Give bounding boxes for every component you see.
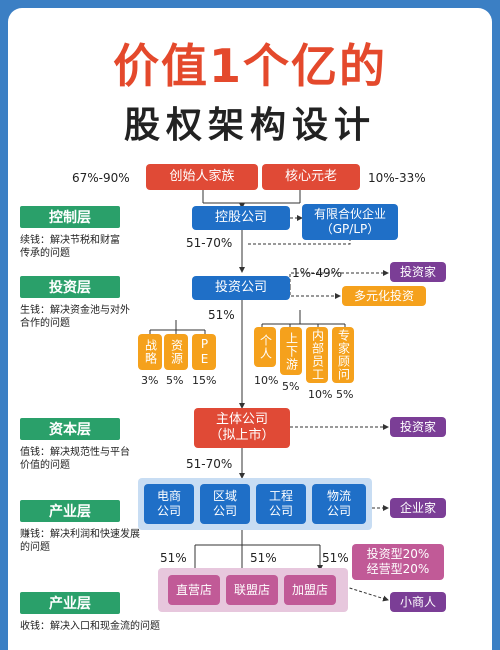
layer-industry-label: 产业层 xyxy=(20,500,120,522)
layer-control-desc: 续钱：解决节税和财富 传承的问题 xyxy=(20,235,120,259)
external-share-pct: 1%-49% xyxy=(292,266,343,280)
title-line1: 价值1个亿的 xyxy=(112,39,387,93)
core-veterans-box: 核心元老 xyxy=(262,164,360,190)
gp-lp-box: 有限合伙企业 （GP/LP） xyxy=(302,204,398,240)
main-company-box: 主体公司 （拟上市） xyxy=(194,408,290,448)
engineering-company-box: 工程 公司 xyxy=(256,484,306,524)
core-share-pct: 10%-33% xyxy=(368,171,426,185)
employees-box: 内部员工 xyxy=(306,327,328,383)
investment-company-box: 投资公司 xyxy=(192,276,290,300)
franchise-store-box: 加盟店 xyxy=(284,575,336,605)
individual-pct: 10% xyxy=(254,374,279,387)
strategy-box: 战略 xyxy=(138,334,162,370)
upstream-pct: 5% xyxy=(282,380,300,393)
founder-family-box: 创始人家族 xyxy=(146,164,258,190)
main-share-pct: 51-70% xyxy=(186,457,233,471)
pe-box: PE xyxy=(192,334,216,370)
layer-capital-label: 资本层 xyxy=(20,418,120,440)
founder-share-pct: 67%-90% xyxy=(72,171,130,185)
store-share-note: 投资型20% 经营型20% xyxy=(352,544,444,580)
layer-control-label: 控制层 xyxy=(20,206,120,228)
pe-pct: 15% xyxy=(192,374,217,387)
regional-company-box: 区域 公司 xyxy=(200,484,250,524)
store-pct-2: 51% xyxy=(250,551,277,565)
ecommerce-company-box: 电商 公司 xyxy=(144,484,194,524)
investor-box-top: 投资家 xyxy=(390,262,446,282)
entrepreneur-box: 企业家 xyxy=(390,498,446,518)
strategy-pct: 3% xyxy=(141,374,159,387)
direct-store-box: 直营店 xyxy=(168,575,220,605)
holding-company-box: 控股公司 xyxy=(192,206,290,230)
layer-investment-label: 投资层 xyxy=(20,276,120,298)
individual-box: 个人 xyxy=(254,327,276,367)
layer-retail-desc: 收钱：解决入口和现金流的问题 xyxy=(20,621,160,632)
resource-box: 资源 xyxy=(164,334,188,370)
logistics-company-box: 物流 公司 xyxy=(312,484,366,524)
investment-left-pct: 51% xyxy=(208,308,235,322)
store-pct-3: 51% xyxy=(322,551,349,565)
alliance-store-box: 联盟店 xyxy=(226,575,278,605)
advisor-pct: 5% xyxy=(336,388,354,401)
layer-investment-desc: 生钱：解决资金池与对外 合作的问题 xyxy=(20,305,130,329)
employees-pct: 10% xyxy=(308,388,333,401)
layer-industry-desc: 赚钱：解决利润和快速发展 的问题 xyxy=(20,529,140,553)
title-line2: 股权架构设计 xyxy=(123,105,376,146)
upstream-downstream-box: 上下游 xyxy=(280,327,302,375)
investor-box-capital: 投资家 xyxy=(390,417,446,437)
poster-card xyxy=(8,8,492,650)
layer-capital-desc: 值钱：解决规范性与平台 价值的问题 xyxy=(20,447,130,471)
diversified-investment-box: 多元化投资 xyxy=(342,286,426,306)
resource-pct: 5% xyxy=(166,374,184,387)
holding-share-pct: 51-70% xyxy=(186,236,233,250)
expert-advisor-box: 专家顾问 xyxy=(332,327,354,383)
merchant-box: 小商人 xyxy=(390,592,446,612)
layer-retail-label: 产业层 xyxy=(20,592,120,614)
store-pct-1: 51% xyxy=(160,551,187,565)
